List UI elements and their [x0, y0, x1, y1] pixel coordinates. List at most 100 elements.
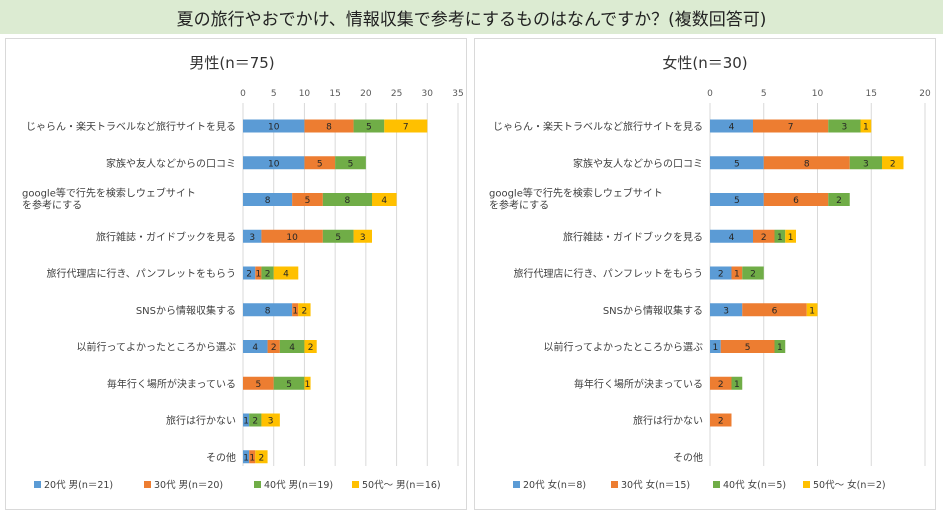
- bar-segment: [753, 229, 775, 243]
- bar-segment: [279, 340, 305, 353]
- x-tick-label: 5: [271, 89, 277, 99]
- x-tick-label: 20: [360, 89, 372, 99]
- bar-segment: [292, 303, 299, 317]
- data-label: 1: [292, 306, 298, 316]
- bar-segment: [710, 266, 732, 280]
- legend-label: 20代 男(n＝21): [44, 480, 113, 491]
- data-label: 5: [348, 159, 354, 169]
- data-label: 2: [308, 343, 314, 353]
- data-label: 1: [243, 453, 249, 463]
- category-label: 毎年行く場所が決まっている: [574, 377, 703, 390]
- data-label: 10: [268, 123, 280, 133]
- bar-segment: [267, 340, 280, 353]
- page-title-text: 夏の旅行やおでかけ、情報収集で参考にするものはなんですか？(複数回答可): [176, 9, 767, 30]
- bar-segment: [304, 376, 311, 390]
- bar-segment: [860, 119, 872, 133]
- bar-segment: [763, 156, 850, 170]
- legend-label: 40代 男(n＝19): [264, 480, 333, 491]
- legend-label: 50代～ 男(n＝16): [362, 480, 441, 491]
- bar-segment: [249, 450, 256, 464]
- data-label: 4: [729, 123, 735, 133]
- data-label: 2: [718, 380, 724, 390]
- x-tick-label: 10: [812, 89, 824, 99]
- category-label: SNSから情報収集する: [136, 304, 236, 317]
- category-label: 家族や友人などからの口コミ: [573, 157, 703, 170]
- data-label: 3: [863, 159, 869, 169]
- bar-segment: [243, 340, 268, 353]
- x-tick-label: 20: [919, 89, 931, 99]
- chart-title: 女性(n＝30): [662, 54, 747, 72]
- data-label: 5: [317, 159, 323, 169]
- legend-swatch: [803, 481, 810, 488]
- data-label: 2: [761, 233, 767, 243]
- data-label: 6: [793, 196, 799, 206]
- bar-segment: [255, 266, 262, 280]
- category-label: 家族や友人などからの口コミ: [106, 157, 236, 170]
- legend-label: 40代 女(n＝5): [723, 479, 786, 491]
- bar-segment: [785, 229, 796, 243]
- legend-swatch: [713, 481, 720, 488]
- data-label: 1: [243, 417, 249, 427]
- data-label: 1: [788, 233, 794, 243]
- legend-label: 50代～ 女(n＝2): [813, 479, 886, 491]
- bar-segment: [774, 340, 786, 353]
- data-label: 2: [259, 453, 265, 463]
- bar-segment: [243, 413, 250, 427]
- category-label: 毎年行く場所が決まっている: [107, 377, 236, 390]
- x-tick-label: 30: [422, 89, 434, 99]
- data-label: 8: [804, 159, 810, 169]
- legend-label: 30代 女(n＝15): [621, 479, 690, 491]
- bar-segment: [292, 193, 323, 206]
- bar-segment: [249, 413, 262, 427]
- bar-segment: [806, 303, 818, 317]
- category-label: じゃらん・楽天トラベルなど旅行サイトを見る: [493, 120, 703, 133]
- data-label: 2: [271, 343, 277, 353]
- data-label: 1: [734, 270, 740, 280]
- bar-segment: [298, 303, 311, 317]
- legend-swatch: [144, 481, 151, 488]
- data-label: 8: [326, 123, 332, 133]
- male-chart: 男性(n＝75)0 5 10 15 20 25 30 35じゃらん・楽天トラベルなど旅行サイト…: [22, 54, 464, 491]
- category-label: google等で行先を検索しウェブサイトを参考にする: [22, 187, 196, 212]
- data-label: 1: [713, 343, 719, 353]
- legend-label: 20代 女(n＝8): [523, 479, 586, 491]
- bar-segment: [243, 156, 305, 170]
- bar-segment: [710, 229, 753, 243]
- x-tick-label: 25: [391, 89, 402, 99]
- data-label: 7: [403, 123, 409, 133]
- data-label: 5: [255, 380, 261, 390]
- data-label: 5: [335, 233, 341, 243]
- bar-segment: [753, 119, 829, 133]
- category-label: 旅行代理店に行き、パンフレットをもらう: [514, 267, 704, 280]
- bar-segment: [243, 303, 293, 317]
- data-label: 2: [265, 270, 271, 280]
- data-label: 8: [265, 306, 271, 316]
- data-label: 1: [777, 343, 783, 353]
- data-label: 1: [734, 380, 740, 390]
- data-label: 3: [268, 417, 274, 427]
- category-label: その他: [673, 451, 703, 464]
- bar-segment: [304, 156, 336, 170]
- x-tick-label: 35: [452, 89, 463, 99]
- bar-segment: [710, 303, 743, 317]
- bar-segment: [273, 376, 305, 390]
- bar-segment: [710, 413, 732, 427]
- data-label: 1: [249, 453, 255, 463]
- bar-segment: [710, 156, 764, 170]
- bar-segment: [335, 156, 366, 170]
- legend-swatch: [352, 481, 359, 488]
- bar-segment: [353, 229, 372, 243]
- bar-segment: [243, 229, 262, 243]
- legend-swatch: [611, 481, 618, 488]
- bar-segment: [261, 229, 323, 243]
- category-label: SNSから情報収集する: [603, 304, 703, 317]
- data-label: 5: [305, 196, 311, 206]
- data-label: 2: [718, 417, 724, 427]
- data-label: 5: [734, 196, 740, 206]
- bar-segment: [710, 193, 764, 206]
- bar-segment: [322, 193, 372, 206]
- category-label: 旅行代理店に行き、パンフレットをもらう: [47, 267, 237, 280]
- bar-segment: [731, 376, 743, 390]
- legend-label: 30代 男(n＝20): [154, 480, 223, 491]
- category-label: 旅行雑誌・ガイドブックを見る: [563, 230, 703, 243]
